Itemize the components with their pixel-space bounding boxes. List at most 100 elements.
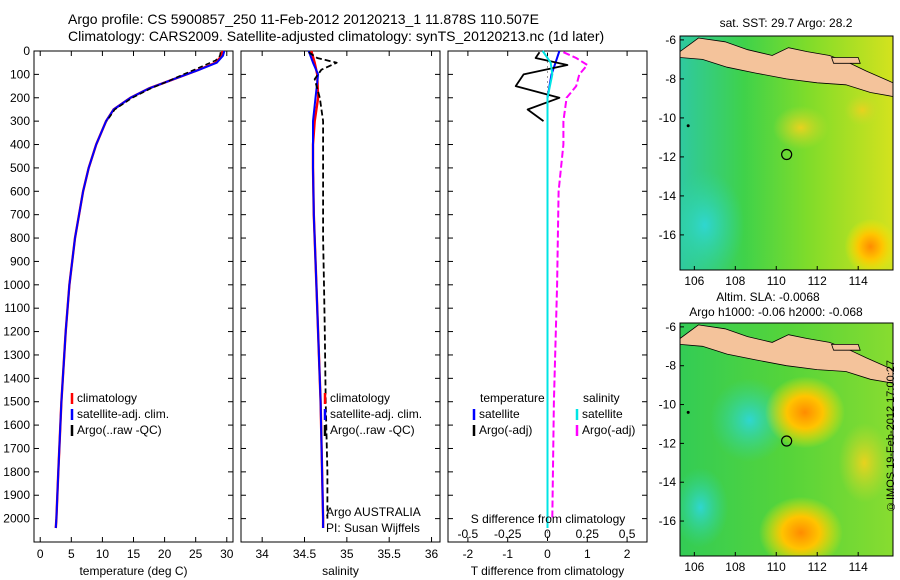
title-line-1: Argo profile: CS 5900857_250 11-Feb-2012… bbox=[68, 11, 539, 27]
map-y-tick-label: -10 bbox=[659, 398, 677, 412]
sst-hot-patch bbox=[844, 218, 893, 270]
x-tick-label: 35 bbox=[340, 547, 354, 561]
x-tick-label: 25 bbox=[189, 547, 203, 561]
legend-salinity-label-0: climatology bbox=[330, 391, 390, 405]
sla-map-panel: 106 108 110 112 114 -6 -8 -10 -12 -14 -16 Altim. SL… bbox=[659, 290, 894, 574]
s-tick-label: 0.25 bbox=[576, 527, 600, 541]
x-tick-label: 0 bbox=[37, 547, 44, 561]
x-tick-label: 35.5 bbox=[378, 547, 402, 561]
map-y-tick-label: -16 bbox=[659, 228, 677, 242]
x-tick-label: 1 bbox=[584, 547, 591, 561]
series-temperature-argo-line bbox=[514, 51, 569, 122]
s-tick-label: 0.5 bbox=[619, 527, 636, 541]
legend-sal-diff-label-1: Argo(-adj) bbox=[582, 423, 635, 437]
map-x-tick-label: 112 bbox=[808, 560, 827, 574]
legend-temperature-label-0: climatology bbox=[77, 391, 137, 405]
legend-salinity-label-2: Argo(..raw -QC) bbox=[330, 423, 415, 437]
sst-cool-patch bbox=[680, 170, 745, 270]
y-tick-label: 0 bbox=[23, 44, 30, 58]
madura-island bbox=[831, 343, 861, 351]
legend-temperature-label-1: satellite-adj. clim. bbox=[77, 407, 169, 421]
y-tick-label: 100 bbox=[10, 67, 30, 81]
y-tick-label: 1400 bbox=[3, 371, 30, 385]
series-salinity-argo-line bbox=[551, 51, 589, 519]
x-axis-label: T difference from climatology bbox=[471, 564, 625, 578]
annotation-pi: PI: Susan Wijffels bbox=[326, 521, 420, 535]
legend-temperature-title: temperature bbox=[480, 391, 545, 405]
y-tick-label: 1000 bbox=[3, 278, 30, 292]
sla-map-title-line-1: Altim. SLA: -0.0068 bbox=[716, 290, 820, 304]
annotation-argo-program: Argo AUSTRALIA bbox=[326, 505, 421, 519]
argo-position-marker bbox=[781, 148, 793, 161]
y-tick-label: 1700 bbox=[3, 441, 30, 455]
sla-high-patch-south bbox=[758, 496, 843, 556]
y-tick-label: 300 bbox=[10, 114, 30, 128]
x-tick-label: 10 bbox=[96, 547, 110, 561]
credit-timestamp: ©IMOS 19-Feb-2012 17:00:27 bbox=[885, 360, 897, 513]
y-tick-label: 1800 bbox=[3, 465, 30, 479]
sst-warm-patch bbox=[772, 105, 829, 150]
sst-map-panel: 106 108 110 112 114 -6 -8 -10 -12 -14 -16 sat. SST:… bbox=[659, 16, 894, 288]
map-y-tick-label: -10 bbox=[659, 111, 677, 125]
s-tick-label: -0.5 bbox=[458, 527, 479, 541]
x-tick-label: 36 bbox=[425, 547, 439, 561]
map-y-tick-label: -6 bbox=[665, 320, 676, 334]
sla-high-patch-east bbox=[838, 422, 891, 503]
legend-temp-diff-label-1: Argo(-adj) bbox=[479, 423, 532, 437]
x-tick-label: 2 bbox=[624, 547, 631, 561]
legend-temp-diff-label-0: satellite bbox=[479, 407, 520, 421]
y-tick-label: 700 bbox=[10, 208, 30, 222]
s-axis-label: S difference from climatology bbox=[471, 512, 626, 526]
y-tick-label: 900 bbox=[10, 254, 30, 268]
profile-panel-1: 34 34.5 35 35.5 36 salinity climatology satelli… bbox=[240, 50, 441, 578]
x-tick-label: 34.5 bbox=[293, 547, 317, 561]
sst-warm-patch-east bbox=[844, 94, 881, 127]
sst-field bbox=[680, 36, 893, 270]
map-x-tick-label: 112 bbox=[808, 274, 827, 288]
map-y-tick-label: -16 bbox=[659, 514, 677, 528]
plot-frame bbox=[33, 50, 234, 543]
map-y-tick-label: -12 bbox=[659, 436, 677, 450]
argo-position-marker bbox=[781, 435, 793, 447]
y-tick-label: 400 bbox=[10, 138, 30, 152]
christmas-island-dot bbox=[686, 410, 690, 414]
y-tick-label: 500 bbox=[10, 161, 30, 175]
map-y-tick-label: -12 bbox=[659, 150, 677, 164]
x-tick-label: 34 bbox=[255, 547, 269, 561]
map-x-tick-label: 108 bbox=[725, 560, 745, 574]
y-tick-label: 1600 bbox=[3, 418, 30, 432]
y-tick-label: 1500 bbox=[3, 395, 30, 409]
x-tick-label: 30 bbox=[220, 547, 234, 561]
x-tick-label: 20 bbox=[158, 547, 172, 561]
title-line-2: Climatology: CARS2009. Satellite-adjuste… bbox=[68, 28, 605, 44]
map-x-tick-label: 114 bbox=[849, 560, 868, 574]
map-y-tick-label: -6 bbox=[665, 33, 676, 47]
sst-map-title: sat. SST: 29.7 Argo: 28.2 bbox=[720, 16, 853, 30]
sla-high-patch-north bbox=[764, 376, 845, 449]
y-tick-label: 1300 bbox=[3, 348, 30, 362]
x-tick-label: -1 bbox=[502, 547, 513, 561]
map-frame bbox=[679, 35, 894, 271]
christmas-island-dot bbox=[686, 124, 690, 128]
x-tick-label: 5 bbox=[68, 547, 75, 561]
map-x-tick-label: 114 bbox=[849, 274, 868, 288]
map-x-tick-label: 106 bbox=[684, 560, 704, 574]
legend-salinity-label-1: satellite-adj. clim. bbox=[330, 407, 422, 421]
map-y-tick-label: -14 bbox=[659, 475, 677, 489]
x-tick-label: 15 bbox=[127, 547, 141, 561]
profile-panel-0: 0 5 10 15 20 25 300100200300400500600700800900… bbox=[3, 44, 233, 578]
java-landmass bbox=[680, 324, 893, 384]
s-tick-label: 0 bbox=[544, 527, 551, 541]
series-climatology-line bbox=[54, 50, 224, 529]
y-tick-label: 1200 bbox=[3, 325, 30, 339]
map-frame bbox=[679, 322, 894, 557]
x-axis-label: salinity bbox=[322, 564, 359, 578]
sla-low-patch-west bbox=[680, 467, 729, 548]
map-x-tick-label: 108 bbox=[725, 274, 745, 288]
map-x-tick-label: 110 bbox=[767, 274, 786, 288]
legend-temperature-label-2: Argo(..raw -QC) bbox=[77, 423, 162, 437]
plot-frame bbox=[240, 50, 441, 543]
y-tick-label: 1100 bbox=[4, 301, 30, 315]
map-x-tick-label: 110 bbox=[767, 560, 786, 574]
